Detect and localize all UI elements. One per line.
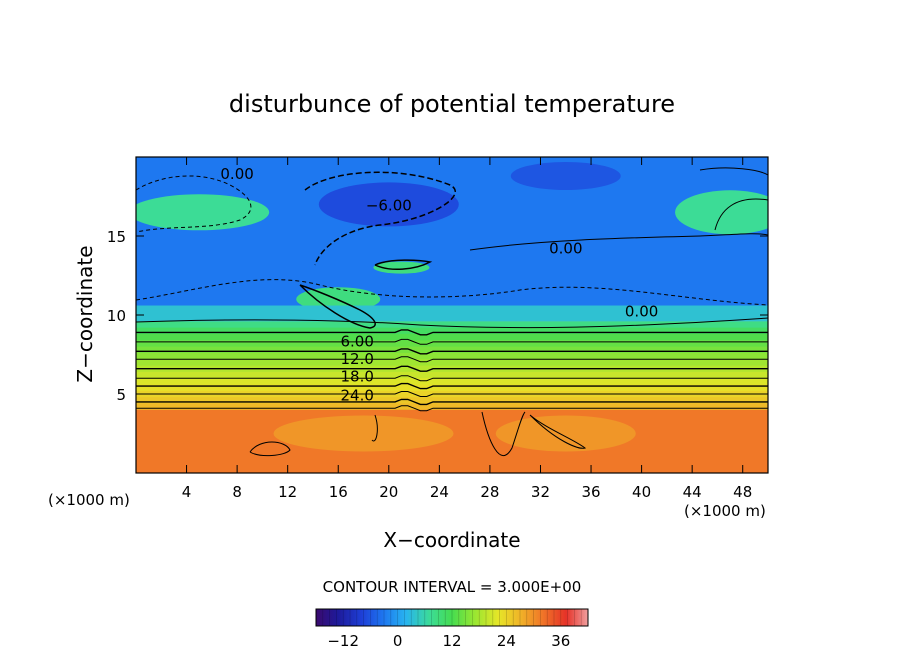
- x-tick-label: 16: [329, 483, 348, 501]
- contour-lower-2: [371, 411, 587, 456]
- contour-stratified: [136, 365, 768, 372]
- contour-label: −6.00: [366, 197, 412, 215]
- warm-patch-mid2: [373, 261, 430, 274]
- cold-core-right: [510, 161, 621, 190]
- contour-stratified: [136, 391, 768, 397]
- contour-stratified: [136, 348, 768, 355]
- x-tick-label: 44: [683, 483, 702, 501]
- y-axis: 5 10 15: [107, 228, 768, 404]
- x-tick-label: 4: [182, 483, 192, 501]
- contour-stratified: [136, 375, 768, 382]
- x-tick-label: 24: [430, 483, 449, 501]
- contour-stratified: [136, 329, 768, 336]
- chart-title: disturbunce of potential temperature: [229, 90, 675, 118]
- contour-zero-right: [469, 233, 768, 251]
- band-transition: [136, 305, 768, 322]
- contour-stratified: [136, 356, 768, 363]
- band-lower: [136, 409, 768, 473]
- x-tick-label: 28: [480, 483, 499, 501]
- contour-stratified: [136, 338, 768, 345]
- contour-embedded-2: [374, 259, 433, 270]
- colorbar-tick-label: 36: [551, 632, 570, 650]
- x-tick-label: 40: [632, 483, 651, 501]
- band-stratified: [136, 321, 768, 329]
- colorbar-tick-label: −12: [327, 632, 359, 650]
- x-axis-unit-left: (×1000 m): [48, 491, 130, 509]
- band-stratified: [136, 327, 768, 335]
- band-stratified: [136, 340, 768, 348]
- x-axis-label: X−coordinate: [383, 528, 520, 552]
- band-stratified: [136, 352, 768, 360]
- contour-upper-right: [699, 167, 768, 231]
- x-tick-label: 20: [379, 483, 398, 501]
- contour-label: 24.0: [340, 386, 373, 404]
- band-stratified: [136, 397, 768, 404]
- warm-patch-left: [136, 194, 270, 231]
- contour-label: 12.0: [340, 350, 373, 368]
- x-axis: 4 8 12 16 20 24 28 32 36 40 44 48: [182, 157, 752, 501]
- band-upper: [136, 157, 768, 322]
- contour-stratified: [136, 398, 768, 406]
- colorbar-stripes: [315, 609, 589, 626]
- band-stratified: [136, 333, 768, 341]
- y-tick-label: 15: [107, 228, 126, 246]
- contour-lines: [136, 167, 768, 457]
- colorbar-ticks: −12 0 12 24 36: [327, 632, 570, 650]
- colorbar-gradient: [315, 608, 589, 627]
- contour-lower-1: [249, 441, 291, 457]
- colorbar-tick-label: 0: [393, 632, 403, 650]
- x-tick-label: 8: [232, 483, 242, 501]
- y-axis-label: Z−coordinate: [73, 245, 97, 382]
- color-bands: [136, 157, 768, 473]
- x-tick-label: 32: [531, 483, 550, 501]
- colorbar-tick-label: 24: [497, 632, 516, 650]
- contour-upper-blob: [304, 171, 456, 266]
- y-tick-label: 10: [107, 307, 126, 325]
- contour-mid-dashed: [136, 279, 768, 306]
- colorbar: −12 0 12 24 36: [315, 608, 589, 650]
- contour-stratified: [136, 405, 768, 412]
- x-tick-label: 48: [733, 483, 752, 501]
- x-axis-unit-right: (×1000 m): [684, 502, 766, 520]
- band-stratified: [136, 403, 768, 411]
- contour-upper-left: [136, 175, 252, 233]
- stratified-contours: [136, 329, 768, 412]
- contour-label: 0.00: [549, 239, 582, 257]
- lower-patch: [273, 415, 454, 452]
- contour-label: 18.0: [340, 367, 373, 385]
- plot-area: [136, 157, 768, 473]
- x-tick-label: 12: [278, 483, 297, 501]
- contour-stratified: [136, 382, 768, 390]
- lower-patch-2: [495, 415, 636, 452]
- contour-embedded-1: [299, 284, 376, 329]
- band-stratified: [136, 371, 768, 379]
- contour-label: 6.00: [340, 333, 373, 351]
- contour-interval: CONTOUR INTERVAL = 3.000E+00: [323, 578, 582, 596]
- colorbar-tick-label: 12: [442, 632, 461, 650]
- contour-label: 0.00: [220, 165, 253, 183]
- band-stratified: [136, 359, 768, 367]
- band-stratified: [136, 378, 768, 386]
- band-stratified: [136, 384, 768, 392]
- band-stratified: [136, 346, 768, 354]
- warm-patch-right: [675, 190, 768, 235]
- contour-zero-mid: [136, 317, 768, 329]
- y-tick-label: 5: [116, 386, 126, 404]
- contour-label: 0.00: [625, 303, 658, 321]
- x-tick-label: 36: [581, 483, 600, 501]
